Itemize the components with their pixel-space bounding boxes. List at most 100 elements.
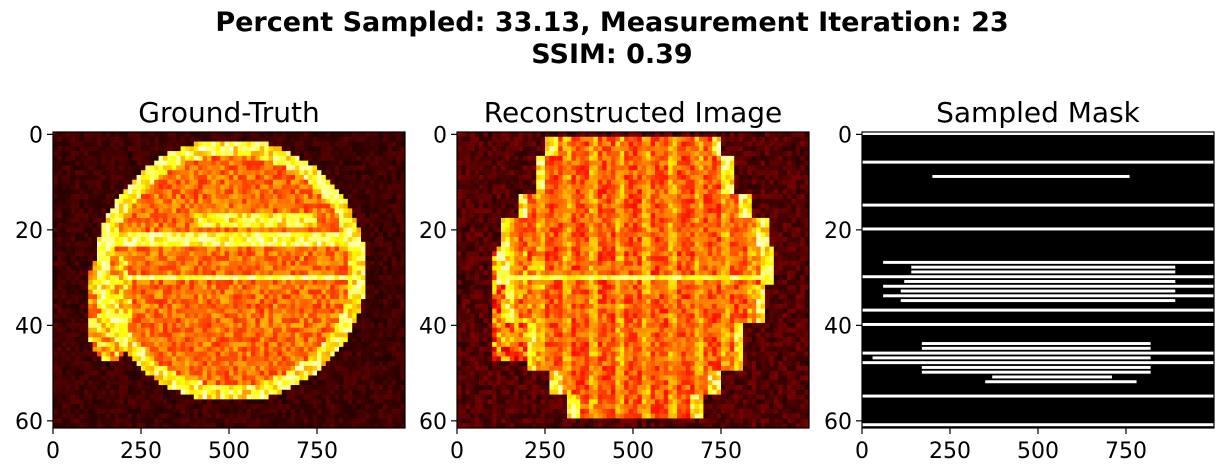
heat-cell [273, 361, 278, 367]
heat-cell [79, 179, 85, 185]
heat-cell [273, 322, 278, 329]
heat-cell [383, 318, 388, 324]
heat-cell [383, 203, 388, 209]
heat-cell [158, 151, 164, 157]
heat-cell [97, 194, 102, 200]
heat-cell [303, 284, 309, 290]
heat-cell [185, 160, 190, 166]
heat-cell [334, 289, 340, 295]
heat-cell [224, 370, 230, 376]
heat-cell [303, 322, 309, 329]
heat-cell [57, 165, 63, 171]
heat-cell [189, 174, 195, 181]
heat-cell [158, 241, 164, 247]
heat-cell [378, 318, 384, 324]
heat-cell [365, 146, 371, 152]
heat-cell [312, 151, 318, 157]
heat-cell [277, 260, 283, 267]
heat-cell [101, 136, 107, 142]
heat-cell [383, 289, 388, 295]
heat-cell [224, 280, 230, 286]
heat-cell [325, 222, 331, 228]
heat-cell [233, 394, 239, 400]
heat-cell [352, 146, 357, 152]
heat-cell [312, 275, 318, 281]
heat-cell [211, 375, 217, 381]
heat-cell [352, 318, 357, 324]
heat-cell [255, 303, 261, 310]
heat-cell [149, 327, 155, 333]
heat-cell [176, 203, 181, 209]
heat-cell [233, 361, 239, 367]
heat-cell [352, 289, 357, 295]
heat-cell [299, 389, 305, 395]
heat-cell [105, 351, 111, 357]
heat-cell [189, 179, 195, 185]
heat-cell [123, 160, 129, 166]
heat-cell [105, 332, 111, 338]
heat-cell [286, 351, 291, 357]
heat-cell [295, 160, 300, 166]
heat-cell [136, 365, 142, 372]
heat-cell [391, 189, 397, 195]
heat-cell [330, 160, 335, 166]
heat-cell [242, 385, 247, 391]
heat-cell [281, 132, 287, 138]
heat-cell [127, 327, 133, 333]
heat-cell [167, 404, 173, 410]
heat-cell [295, 361, 300, 367]
heat-cell [325, 232, 331, 238]
heat-cell [163, 270, 168, 276]
heat-cell [110, 165, 115, 171]
heat-cell [158, 404, 164, 410]
heat-cell [365, 246, 371, 252]
heat-cell [378, 332, 384, 338]
heat-cell [79, 356, 85, 362]
heat-cell [114, 299, 120, 305]
heat-cell [268, 132, 274, 138]
heat-cell [290, 241, 296, 247]
heat-cell [145, 146, 151, 152]
heat-cell [264, 408, 269, 415]
heat-cell [281, 256, 287, 262]
heat-cell [330, 222, 335, 228]
heat-cell [66, 227, 71, 233]
heat-cell [215, 198, 221, 205]
heat-cell [141, 322, 146, 329]
heat-cell [79, 389, 85, 395]
heat-cell [233, 375, 239, 381]
heat-cell [141, 389, 146, 395]
heat-cell [281, 198, 287, 205]
heat-cell [189, 299, 195, 305]
heat-cell [339, 303, 344, 310]
figure-suptitle-line1: Percent Sampled: 33.13, Measurement Iter… [215, 7, 1009, 38]
heat-cell [176, 332, 181, 338]
heat-cell [391, 404, 397, 410]
heat-cell [127, 308, 133, 314]
heat-cell [136, 294, 142, 300]
heat-cell [70, 275, 76, 281]
heat-cell [198, 203, 203, 209]
heat-cell [255, 418, 261, 424]
heat-cell [237, 132, 243, 138]
heat-cell [171, 251, 177, 257]
heat-cell [198, 232, 203, 238]
heat-cell [88, 280, 93, 286]
heat-cell [361, 375, 366, 381]
heat-cell [180, 294, 186, 300]
heat-cell [286, 232, 291, 238]
heat-cell [110, 408, 115, 415]
heat-cell [246, 174, 252, 181]
heat-cell [132, 351, 137, 357]
heat-cell [224, 155, 230, 162]
heat-cell [105, 389, 111, 395]
heat-cell [149, 303, 155, 310]
heat-cell [101, 423, 107, 428]
heat-cell [88, 198, 93, 205]
heat-cell [119, 222, 124, 228]
heat-cell [127, 241, 133, 247]
heat-cell [136, 280, 142, 286]
heat-cell [132, 356, 137, 362]
heat-cell [88, 275, 93, 281]
heat-cell [79, 194, 85, 200]
